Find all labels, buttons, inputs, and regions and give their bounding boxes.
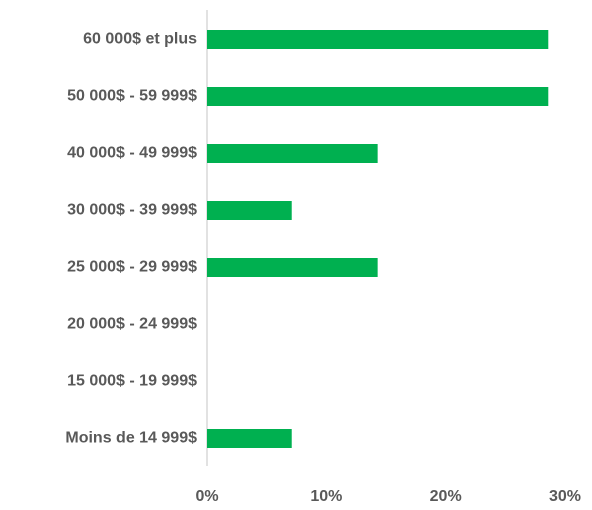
y-tick-label: 40 000$ - 49 999$ <box>67 145 197 162</box>
y-tick-label: 20 000$ - 24 999$ <box>67 316 197 333</box>
bar <box>207 144 378 163</box>
y-tick-label: 25 000$ - 29 999$ <box>67 259 197 276</box>
bar <box>207 258 378 277</box>
bar <box>207 201 292 220</box>
bar <box>207 429 292 448</box>
x-tick-label: 0% <box>195 488 218 505</box>
x-tick-label: 10% <box>310 488 342 505</box>
x-tick-label: 30% <box>549 488 581 505</box>
y-tick-label: Moins de 14 999$ <box>65 430 197 447</box>
y-tick-label: 15 000$ - 19 999$ <box>67 373 197 390</box>
bar <box>207 30 549 49</box>
bar <box>207 87 549 106</box>
x-tick-label: 20% <box>430 488 462 505</box>
y-tick-label: 50 000$ - 59 999$ <box>67 88 197 105</box>
y-tick-label: 30 000$ - 39 999$ <box>67 202 197 219</box>
y-tick-label: 60 000$ et plus <box>83 31 197 48</box>
